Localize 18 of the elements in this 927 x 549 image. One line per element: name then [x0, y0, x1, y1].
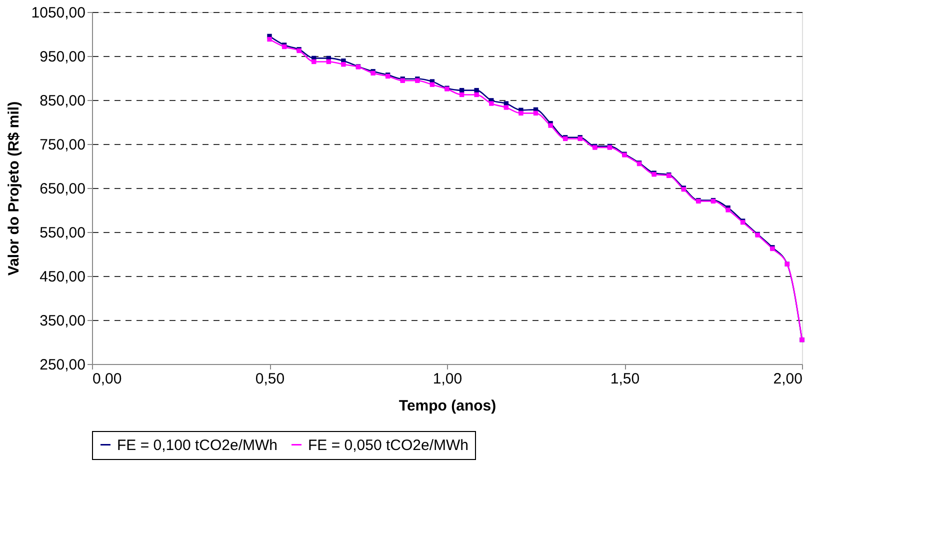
y-tick-label: 950,00	[40, 48, 86, 66]
y-axis-title: Valor do Projeto (R$ mil)	[5, 101, 22, 276]
x-tick-label: 1,50	[610, 370, 640, 388]
x-tick-label: 2,00	[773, 370, 802, 388]
legend-label: FE = 0,050 tCO2e/MWh	[308, 436, 468, 454]
y-tick-label: 850,00	[40, 92, 86, 110]
y-tick-label: 650,00	[40, 180, 86, 198]
x-tick-label: 0,00	[92, 370, 122, 388]
y-tick-label: 250,00	[40, 356, 86, 374]
y-tick-label: 450,00	[40, 268, 86, 286]
y-tick-label: 750,00	[40, 136, 86, 154]
y-tick-label: 1050,00	[31, 4, 86, 22]
legend-label: FE = 0,100 tCO2e/MWh	[117, 436, 278, 454]
x-tick-label: 0,50	[255, 370, 285, 388]
x-axis-title: Tempo (anos)	[398, 398, 496, 414]
y-tick-label: 350,00	[40, 312, 86, 330]
x-tick-label: 1,00	[432, 370, 462, 388]
y-tick-label: 550,00	[40, 224, 86, 242]
